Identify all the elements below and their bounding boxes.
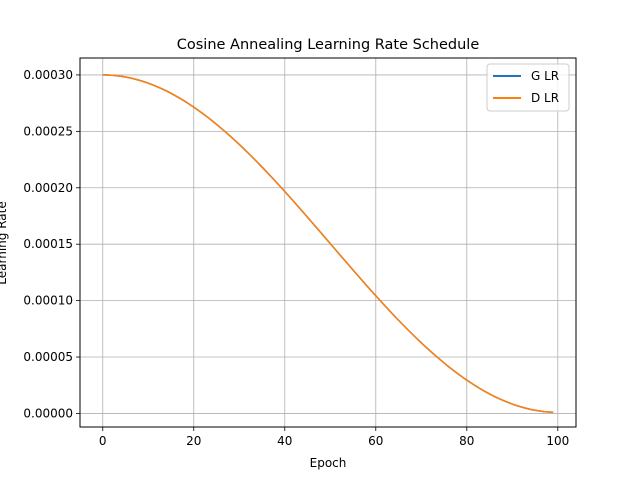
y-tick-label: 0.00025	[23, 124, 73, 138]
y-tick-label: 0.00020	[23, 181, 73, 195]
y-tick-label: 0.00010	[23, 294, 73, 308]
x-axis-ticks: 0 20 40 60 80 100	[99, 427, 569, 448]
legend-label-d-lr: D LR	[531, 91, 559, 105]
chart-title: Cosine Annealing Learning Rate Schedule	[177, 37, 480, 53]
x-axis-label: Epoch	[310, 456, 347, 470]
grid-lines	[80, 58, 576, 427]
x-tick-label: 0	[99, 434, 107, 448]
plot-frame	[79, 57, 577, 428]
y-axis-ticks: 0.00000 0.00005 0.00010 0.00015 0.00020 0.000…	[23, 68, 80, 420]
x-tick-label: 100	[546, 434, 569, 448]
y-tick-label: 0.00000	[23, 406, 73, 420]
legend: G LR D LR	[486, 63, 570, 112]
x-tick-label: 80	[459, 434, 474, 448]
legend-label-g-lr: G LR	[531, 69, 559, 83]
y-tick-label: 0.00005	[23, 350, 73, 364]
x-tick-label: 60	[368, 434, 383, 448]
series-layer	[102, 74, 554, 413]
y-tick-label: 0.00015	[23, 237, 73, 251]
x-tick-label: 20	[186, 434, 201, 448]
y-axis-label: Learning Rate	[0, 201, 9, 284]
y-tick-label: 0.00030	[23, 68, 73, 82]
x-tick-label: 40	[277, 434, 292, 448]
series-d-lr-line	[102, 74, 554, 413]
